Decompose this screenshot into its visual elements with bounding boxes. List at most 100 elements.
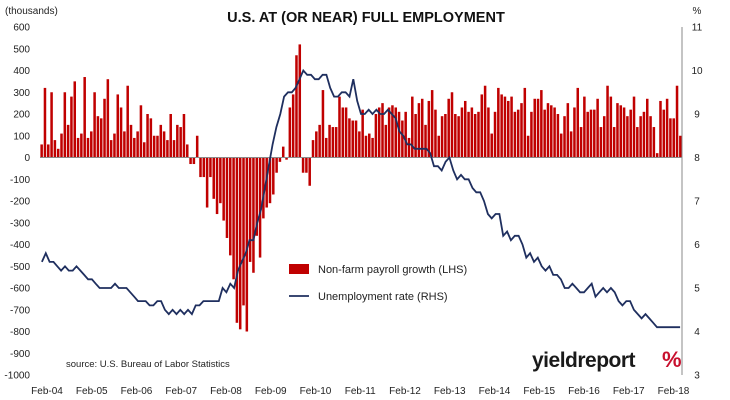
left-tick-label: 400: [13, 66, 30, 77]
payroll-bar: [632, 96, 636, 158]
payroll-bar: [503, 96, 507, 158]
payroll-bar: [311, 140, 315, 158]
payroll-bar: [377, 107, 381, 158]
payroll-bar: [248, 157, 252, 262]
payroll-bar: [652, 127, 656, 158]
payroll-bar: [146, 114, 149, 158]
payroll-bar: [434, 109, 437, 158]
payroll-bar: [328, 124, 331, 158]
payroll-bar: [73, 81, 77, 158]
payroll-bar: [569, 131, 573, 158]
payroll-bar: [675, 85, 679, 158]
payroll-bar: [162, 131, 166, 158]
payroll-bar: [245, 157, 249, 332]
payroll-bar: [576, 87, 580, 158]
payroll-bar: [222, 157, 225, 221]
payroll-bar: [169, 114, 172, 158]
payroll-bar: [483, 85, 487, 158]
payroll-bar: [583, 96, 586, 158]
payroll-bar: [291, 94, 295, 158]
x-tick-label: Feb-13: [434, 386, 466, 397]
payroll-bar: [596, 98, 599, 158]
payroll-bar: [99, 118, 103, 158]
left-tick-label: -1000: [4, 371, 30, 382]
x-axis-ticks: Feb-04 Feb-05 Feb-06 Feb-07 Feb-08 Feb-09 Feb-…: [31, 386, 690, 397]
payroll-bar: [305, 157, 308, 173]
payroll-bar: [454, 114, 457, 158]
payroll-bar: [467, 111, 470, 158]
payroll-bar: [368, 133, 371, 158]
payroll-bar: [556, 114, 560, 158]
legend-bar-label: Non-farm payroll growth (LHS): [318, 264, 467, 276]
payroll-bar: [401, 120, 404, 158]
source-note: source: U.S. Bureau of Labor Statistics: [66, 359, 230, 370]
payroll-bar: [136, 131, 139, 158]
left-tick-label: -200: [10, 197, 30, 208]
legend: Non-farm payroll growth (LHS) Unemployme…: [289, 264, 467, 303]
payroll-bar: [659, 100, 662, 158]
payroll-bar: [444, 114, 447, 158]
payroll-bar: [321, 90, 325, 158]
payroll-bar: [626, 116, 629, 158]
payroll-bar: [404, 111, 407, 158]
payroll-bar: [56, 148, 60, 158]
payroll-bar: [609, 96, 613, 158]
payroll-bar: [268, 157, 272, 204]
payroll-bar: [649, 116, 652, 158]
payroll-bar: [295, 55, 298, 158]
payroll-bar: [493, 111, 497, 158]
payroll-bar: [622, 107, 626, 158]
payroll-bar: [156, 135, 159, 158]
payroll-bar: [189, 157, 192, 165]
payroll-bar: [642, 111, 646, 158]
payroll-bar: [126, 85, 129, 158]
payroll-bar: [536, 98, 540, 158]
payroll-bar: [129, 124, 133, 158]
payroll-bar: [80, 133, 83, 158]
x-tick-label: Feb-05: [76, 386, 108, 397]
left-tick-label: -400: [10, 240, 30, 251]
x-tick-label: Feb-07: [165, 386, 197, 397]
payroll-bar: [344, 107, 348, 158]
payroll-bar: [460, 107, 464, 158]
payroll-bar: [394, 107, 398, 158]
x-tick-label: Feb-09: [255, 386, 287, 397]
payroll-bar: [563, 116, 566, 158]
payroll-bar: [374, 114, 378, 158]
payroll-bar: [437, 135, 441, 158]
x-tick-label: Feb-15: [523, 386, 555, 397]
payroll-bar: [497, 87, 500, 158]
left-axis-unit: (thousands): [5, 6, 58, 17]
payroll-bar: [83, 77, 86, 158]
payroll-bar: [391, 105, 394, 158]
payroll-bar: [612, 127, 616, 158]
payroll-bar: [430, 90, 434, 158]
right-tick-label: 4: [694, 327, 700, 338]
payroll-bar: [152, 135, 156, 158]
payroll-bar: [411, 96, 414, 158]
payroll-bar: [427, 100, 431, 158]
payroll-bar: [209, 157, 212, 178]
payroll-bar: [159, 124, 163, 158]
payroll-bar: [645, 98, 649, 158]
payroll-bar: [176, 124, 179, 158]
payroll-bar: [202, 157, 206, 178]
payroll-bar: [397, 111, 401, 158]
payroll-bar: [172, 140, 176, 158]
payroll-bar: [407, 137, 411, 158]
payroll-bar: [182, 114, 186, 158]
logo-text: yieldreport: [532, 349, 636, 372]
payroll-bar: [113, 133, 116, 158]
payroll-bar: [166, 140, 169, 158]
payroll-bar: [662, 109, 666, 158]
payroll-bar: [470, 107, 474, 158]
payroll-bar: [281, 146, 285, 158]
payroll-bar: [566, 103, 570, 158]
payroll-bar: [199, 157, 202, 178]
payroll-bar: [414, 114, 417, 158]
payroll-bar: [66, 124, 70, 158]
right-tick-label: 5: [694, 284, 700, 295]
payroll-bar: [324, 137, 328, 158]
x-tick-label: Feb-10: [300, 386, 332, 397]
right-tick-label: 11: [692, 23, 703, 34]
